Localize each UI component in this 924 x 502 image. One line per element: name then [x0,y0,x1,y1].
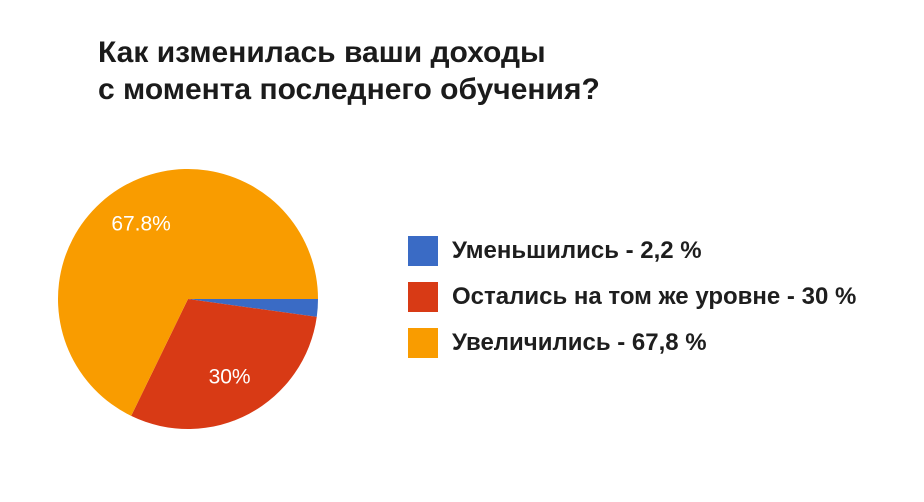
pie-slice-label-same-level: 30% [209,366,251,389]
pie-slice-decreased [188,299,318,317]
legend-item-same-level: Остались на том же уровне - 30 % [408,281,856,312]
legend-label-same-level: Остались на том же уровне - 30 % [452,282,857,310]
legend-item-increased: Увеличились - 67,8 % [408,327,856,358]
legend-item-decreased: Уменьшились - 2,2 % [408,235,856,266]
pie-slice-label-increased: 67.8% [111,213,171,236]
pie-slice-same-level [131,299,317,429]
legend-label-increased: Увеличились - 67,8 % [452,328,707,356]
legend-swatch-decreased [408,235,438,266]
page-title: Как изменилась ваши доходы с момента пос… [98,34,600,108]
pie-slice-increased [58,168,319,416]
title-line-1: Как изменилась ваши доходы [98,36,546,69]
title-line-2: с момента последнего обучения? [98,73,600,106]
pie-chart: 30% 67.8% [58,168,319,429]
legend-swatch-increased [408,327,438,358]
legend-label-decreased: Уменьшились - 2,2 % [452,236,702,264]
chart-legend: Уменьшились - 2,2 % Остались на том же у… [408,235,856,358]
legend-swatch-same-level [408,281,438,312]
